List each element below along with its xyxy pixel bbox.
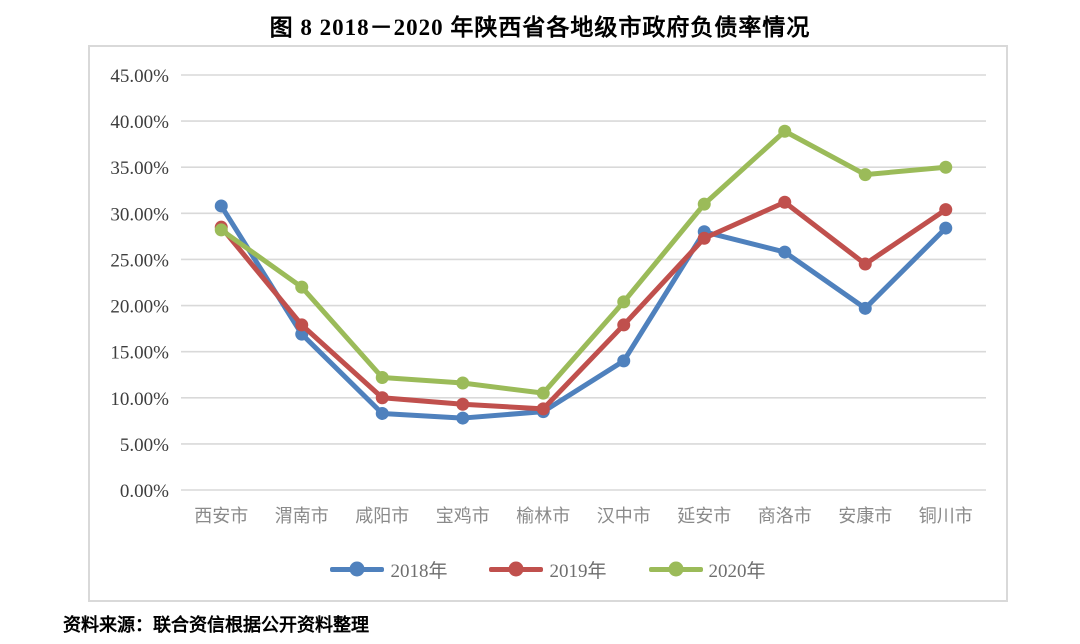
legend-dot-icon [668,561,683,577]
chart-frame: 0.00% 5.00% 10.00% 15.00% 20.00% 25.00% 30.00%… [88,45,1008,602]
x-axis-category-label: 渭南市 [275,506,329,526]
data-point-marker-2019年 [939,203,953,217]
data-point-marker-2020年 [536,386,550,400]
legend-item-2019年: 2019年 [489,556,607,583]
debt-ratio-line-chart: 0.00% 5.00% 10.00% 15.00% 20.00% 25.00% 30.00%… [110,66,986,526]
legend-item-2018年: 2018年 [330,556,447,583]
series-line-2018年 [218,203,949,421]
data-point-marker-2019年 [456,397,470,411]
data-point-marker-2020年 [295,280,309,294]
data-point-marker-2020年 [858,168,872,182]
y-axis-tick-label: 40.00% [110,112,169,133]
data-point-marker-2019年 [778,195,792,209]
data-point-marker-2019年 [536,402,550,416]
x-axis-category-label: 铜川市 [919,506,973,526]
data-point-marker-2018年 [778,245,792,259]
legend-label: 2020年 [708,560,766,582]
legend-line-marker-icon [330,561,385,577]
legend-line-marker-icon [489,561,544,577]
x-axis-category-label: 安康市 [838,506,892,526]
data-point-marker-2018年 [939,221,953,235]
y-axis-tick-label: 15.00% [110,343,169,364]
data-point-marker-2019年 [617,318,631,332]
data-point-marker-2018年 [456,411,470,425]
x-axis-category-label: 宝鸡市 [436,506,490,526]
x-axis-category-label: 咸阳市 [355,506,409,526]
x-axis-category-label: 榆林市 [516,506,570,526]
y-axis-tick-label: 45.00% [110,66,169,87]
legend-dot-icon [508,561,524,577]
data-point-marker-2020年 [939,160,953,174]
legend-item-2020年: 2020年 [648,556,766,583]
chart-title: 图 8 2018－2020 年陕西省各地级市政府负债率情况 [269,15,811,40]
legend-line-marker-icon [648,561,703,577]
series-line-2019年 [218,199,949,412]
data-point-marker-2019年 [375,391,389,405]
source-note: 资料来源：联合资信根据公开资料整理 [63,615,369,635]
legend-dot-icon [349,561,365,577]
data-point-marker-2018年 [858,301,872,315]
y-axis-tick-label: 10.00% [110,389,169,410]
y-axis-tick-label: 0.00% [120,481,169,502]
data-point-marker-2018年 [617,354,631,368]
data-point-marker-2018年 [375,406,389,420]
data-point-marker-2020年 [778,124,792,138]
x-axis-category-label: 汉中市 [597,506,651,526]
data-point-marker-2018年 [214,199,228,213]
legend-label: 2019年 [549,560,607,582]
data-point-marker-2019年 [858,257,872,271]
data-point-marker-2019年 [295,318,309,332]
y-axis-tick-label: 30.00% [110,204,169,225]
y-axis-tick-label: 25.00% [110,250,169,271]
legend-label: 2018年 [390,560,448,582]
x-axis-category-label: 商洛市 [758,506,812,526]
y-axis-tick-label: 35.00% [110,158,169,179]
data-point-marker-2020年 [375,370,389,384]
y-axis-tick-label: 20.00% [110,297,169,318]
data-point-marker-2020年 [697,197,711,211]
x-axis-category-label: 延安市 [677,506,731,526]
x-axis-category-label: 西安市 [194,506,248,526]
y-axis-tick-label: 5.00% [120,435,169,456]
series-line-2020年 [218,128,949,396]
data-point-marker-2020年 [214,223,228,237]
data-point-marker-2020年 [456,376,470,390]
data-point-marker-2019年 [697,231,711,245]
data-point-marker-2020年 [617,295,631,309]
chart-legend: 2018年 2019年 2020年 [90,552,1006,586]
